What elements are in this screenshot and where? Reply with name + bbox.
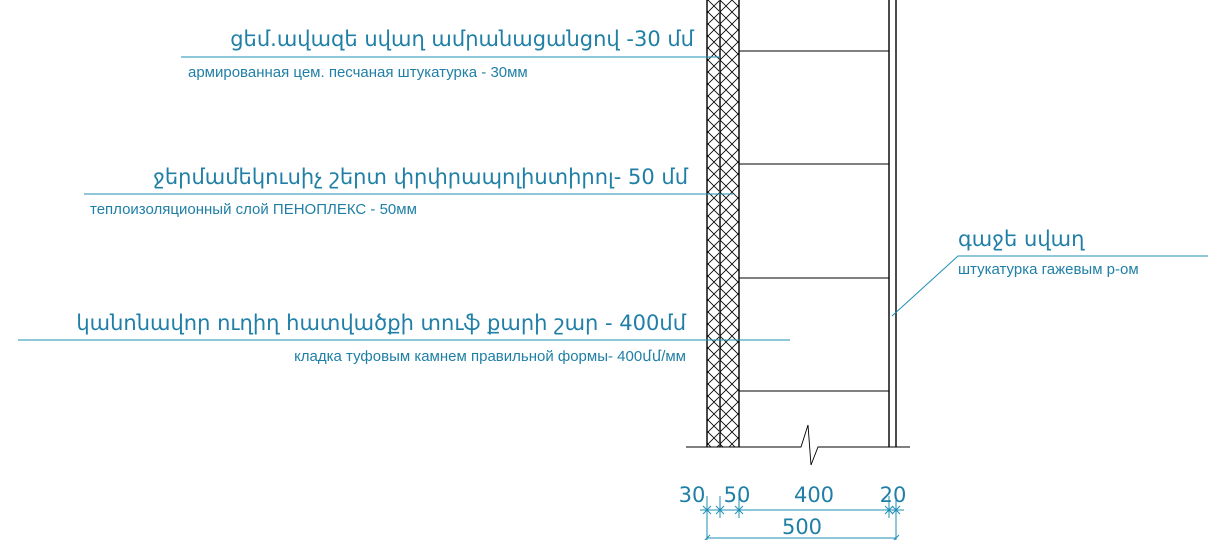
masonry-joints	[739, 50, 889, 392]
plaster-layer	[707, 0, 719, 447]
leader-lines	[18, 56, 1208, 341]
label-insulation-hy: ջերմամեկուսիչ շերտ փրփրապոլիստիրոլ- 50 մ…	[153, 165, 689, 189]
dimension-tick	[893, 534, 900, 540]
dimension-50: 50	[724, 483, 751, 507]
dimension-tick	[702, 505, 712, 515]
label-masonry-hy: կանոնավոր ուղիղ հատվածքի տուֆ քարի շար -…	[76, 311, 686, 335]
dimension-tick	[884, 505, 894, 515]
leader-gypsum	[891, 255, 1208, 317]
break-line	[686, 424, 910, 466]
dimension-ticks	[702, 505, 901, 540]
label-plaster-hy: ցեմ.ավազե սվաղ ամրանացանցով -30 մմ	[230, 27, 694, 51]
label-masonry-ru: кладка туфовым камнем правильной формы- …	[294, 348, 686, 365]
label-gypsum-ru: штукатурка гажевым р-ом	[958, 261, 1139, 278]
dimension-400: 400	[794, 483, 834, 507]
label-gypsum-hy: գաջե սվաղ	[958, 227, 1085, 251]
dimension-30: 30	[679, 483, 706, 507]
labels: ցեմ.ավազե սվաղ ամրանացանցով -30 մմ армир…	[76, 27, 1138, 365]
dimension-tick	[715, 505, 725, 515]
dimension-tick	[704, 534, 711, 540]
dimension-total-500: 500	[782, 515, 822, 539]
label-insulation-ru: теплоизоляционный слой ПЕНОПЛЕКС - 50мм	[90, 201, 417, 218]
dimension-20: 20	[880, 483, 907, 507]
wall-section	[686, 0, 910, 466]
dimension-tick	[734, 505, 744, 515]
dimension-tick	[891, 505, 901, 515]
insulation-layer	[720, 0, 739, 447]
label-plaster-ru: армированная цем. песчаная штукатурка - …	[188, 64, 528, 81]
dimensions: 30 50 400 20 500	[679, 483, 907, 540]
